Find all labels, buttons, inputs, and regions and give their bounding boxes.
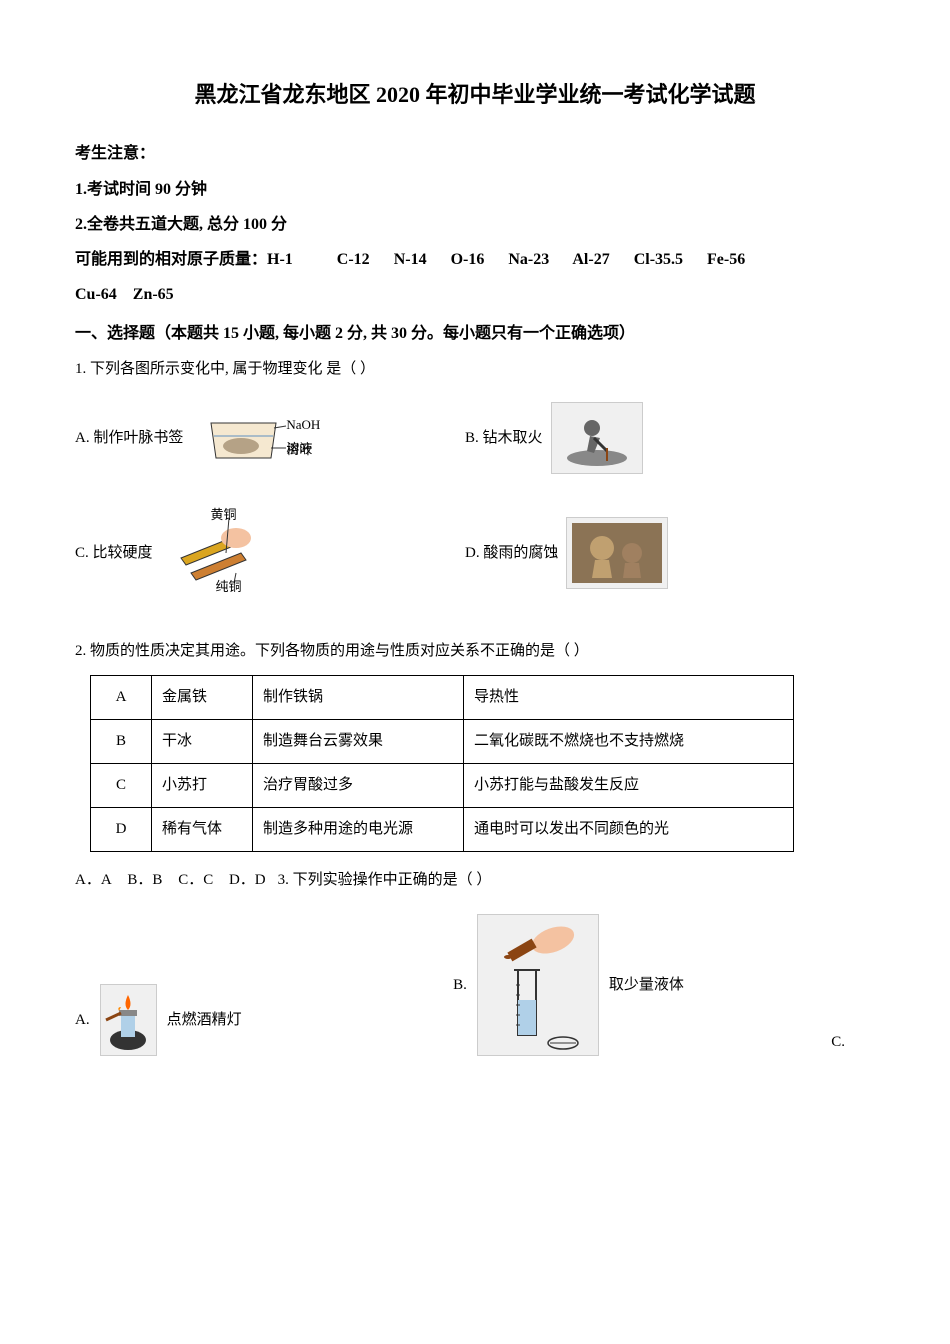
- cell-a3: 导热性: [464, 676, 794, 720]
- q1-optc-label: C. 比较硬度: [75, 540, 153, 567]
- q1-optd-label: D. 酸雨的腐蚀: [465, 540, 558, 567]
- atomic-mass-line1: 可能用到的相对原子质量：H-1 C-12 N-14 O-16 Na-23 Al-…: [75, 246, 875, 275]
- atomic-cl: Cl-35.5: [634, 251, 683, 268]
- brass-label: 黄铜: [211, 503, 237, 526]
- q1-option-a: A. 制作叶脉书签 NaOH溶液 树叶: [75, 398, 435, 478]
- atomic-al: Al-27: [572, 251, 609, 268]
- question-1: 1. 下列各图所示变化中, 属于物理变化 是（ ）: [75, 356, 875, 383]
- q1-option-c: C. 比较硬度 黄铜 纯铜: [75, 503, 435, 603]
- copper-label: 纯铜: [216, 575, 242, 598]
- q1-optc-image: 黄铜 纯铜: [161, 503, 291, 603]
- q1-optb-label: B. 钻木取火: [465, 425, 543, 452]
- cell-c2: 治疗胃酸过多: [253, 764, 464, 808]
- q3-opta-label: A.: [75, 1007, 90, 1034]
- q1-optd-image: [566, 517, 668, 589]
- cell-b2: 制造舞台云雾效果: [253, 720, 464, 764]
- atomic-c: C-12: [337, 251, 370, 268]
- q3-option-b: B. 取少量液体: [453, 914, 801, 1056]
- q2-optd: D．D: [229, 872, 266, 888]
- atomic-na: Na-23: [508, 251, 549, 268]
- cell-b1: 干冰: [152, 720, 253, 764]
- q1-options-row2: C. 比较硬度 黄铜 纯铜 D. 酸雨的腐蚀: [75, 503, 875, 613]
- leaf-label: 树叶: [286, 438, 312, 461]
- q2-q3-line: A．A B．B C．C D．D 3. 下列实验操作中正确的是（ ）: [75, 867, 875, 894]
- q3-opta-text: 点燃酒精灯: [167, 1007, 242, 1034]
- cell-c0: C: [91, 764, 152, 808]
- q3-optb-text: 取少量液体: [609, 972, 684, 999]
- notice-item-1: 1.考试时间 90 分钟: [75, 176, 875, 205]
- q1-option-d: D. 酸雨的腐蚀: [465, 517, 825, 589]
- q1-option-b: B. 钻木取火: [465, 402, 825, 474]
- q3-option-a: A. 点燃酒精灯: [75, 984, 423, 1056]
- q2-optc: C．C: [178, 872, 213, 888]
- atomic-fe: Fe-56: [707, 251, 745, 268]
- notice-header: 考生注意：: [75, 140, 875, 169]
- atomic-h: H-1: [267, 251, 293, 268]
- cell-b3: 二氧化碳既不燃烧也不支持燃烧: [464, 720, 794, 764]
- q1-opta-label: A. 制作叶脉书签: [75, 425, 183, 452]
- atomic-n: N-14: [394, 251, 427, 268]
- exam-title: 黑龙江省龙东地区 2020 年初中毕业学业统一考试化学试题: [75, 75, 875, 115]
- cell-c3: 小苏打能与盐酸发生反应: [464, 764, 794, 808]
- notice-item-2: 2.全卷共五道大题, 总分 100 分: [75, 211, 875, 240]
- q1-options-row1: A. 制作叶脉书签 NaOH溶液 树叶 B. 钻木取火: [75, 398, 875, 488]
- cell-d1: 稀有气体: [152, 808, 253, 852]
- q2-opta: A．A: [75, 872, 112, 888]
- cell-d3: 通电时可以发出不同颜色的光: [464, 808, 794, 852]
- table-row: B 干冰 制造舞台云雾效果 二氧化碳既不燃烧也不支持燃烧: [91, 720, 794, 764]
- q3-optc-label: C.: [831, 1029, 845, 1056]
- q2-optb: B．B: [127, 872, 162, 888]
- question-2: 2. 物质的性质决定其用途。下列各物质的用途与性质对应关系不正确的是（ ）: [75, 638, 875, 665]
- q1-opta-image: NaOH溶液 树叶: [191, 398, 321, 478]
- atomic-o: O-16: [451, 251, 485, 268]
- q3-option-c: C.: [831, 1029, 845, 1056]
- cell-c1: 小苏打: [152, 764, 253, 808]
- q3-optb-image: [477, 914, 599, 1056]
- q3-optb-label: B.: [453, 972, 467, 999]
- cell-b0: B: [91, 720, 152, 764]
- q3-options: A. 点燃酒精灯 B.: [75, 914, 875, 1056]
- q2-table: A 金属铁 制作铁锅 导热性 B 干冰 制造舞台云雾效果 二氧化碳既不燃烧也不支…: [90, 675, 794, 852]
- atomic-mass-line2: Cu-64 Zn-65: [75, 281, 875, 310]
- cell-d2: 制造多种用途的电光源: [253, 808, 464, 852]
- q1-optb-image: [551, 402, 643, 474]
- cell-a0: A: [91, 676, 152, 720]
- cell-a2: 制作铁锅: [253, 676, 464, 720]
- question-3: 3. 下列实验操作中正确的是（ ）: [278, 872, 492, 888]
- table-row: A 金属铁 制作铁锅 导热性: [91, 676, 794, 720]
- cell-a1: 金属铁: [152, 676, 253, 720]
- table-row: C 小苏打 治疗胃酸过多 小苏打能与盐酸发生反应: [91, 764, 794, 808]
- section-1-header: 一、选择题（本题共 15 小题, 每小题 2 分, 共 30 分。每小题只有一个…: [75, 320, 875, 349]
- atomic-prefix: 可能用到的相对原子质量：: [75, 251, 267, 268]
- table-row: D 稀有气体 制造多种用途的电光源 通电时可以发出不同颜色的光: [91, 808, 794, 852]
- q3-opta-image: [100, 984, 157, 1056]
- cell-d0: D: [91, 808, 152, 852]
